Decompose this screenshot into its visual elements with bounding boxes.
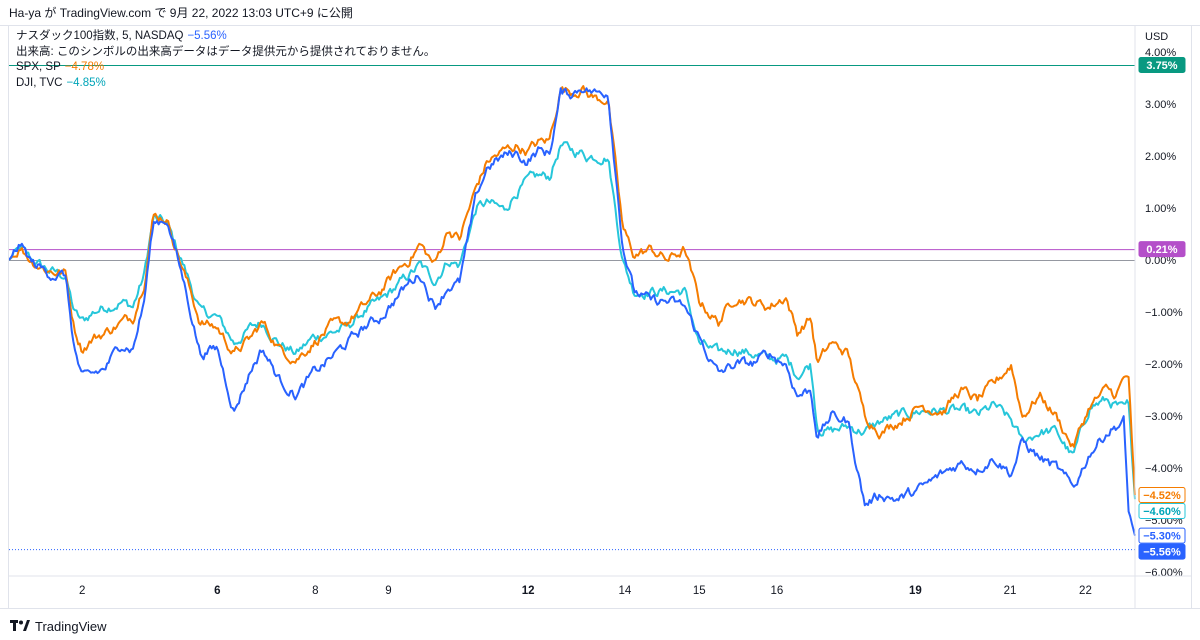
price-label-text: −4.60% (1143, 506, 1181, 518)
price-label-box (1138, 487, 1186, 504)
y-tick-label: 0.00% (1145, 255, 1176, 267)
y-tick-label: −4.00% (1145, 463, 1183, 475)
price-label-box (1138, 527, 1186, 544)
series-line-spx[interactable] (9, 85, 1136, 496)
price-labels: 3.75% 0.21% −4.52% −4.60% −5.30% −5.56% (1138, 57, 1186, 560)
horizontal-lines (9, 65, 1135, 551)
price-label-text: −5.30% (1143, 531, 1181, 543)
publish-header: Ha-ya が TradingView.com で 9月 22, 2022 13… (0, 0, 1200, 26)
price-label-box (1138, 543, 1186, 560)
y-tick-label: 2.00% (1145, 151, 1176, 163)
x-tick-label: 12 (522, 585, 535, 597)
y-tick-label: −3.00% (1145, 411, 1183, 423)
author-connector: が (44, 6, 57, 20)
tradingview-logo-icon (10, 620, 30, 631)
x-tick-label: 8 (312, 585, 318, 597)
author-name[interactable]: Ha-ya (9, 6, 42, 20)
footer: TradingView (0, 608, 1200, 640)
site-name[interactable]: TradingView.com (59, 6, 152, 20)
series-lines (9, 85, 1136, 536)
series-line-dji[interactable] (9, 141, 1136, 500)
series-line-ndx[interactable] (9, 87, 1136, 536)
y-tick-label: 3.00% (1145, 99, 1176, 111)
x-tick-label: 15 (693, 585, 706, 597)
price-axis: USD 4.00% 3.00% 2.00% 1.00% 0.00% −1.00% −2.00%… (1134, 26, 1183, 608)
x-tick-label: 22 (1079, 585, 1092, 597)
x-tick-label: 19 (909, 585, 922, 597)
chart-area[interactable]: USD 4.00% 3.00% 2.00% 1.00% 0.00% −1.00% −2.00%… (9, 26, 1191, 608)
tradingview-brand[interactable]: TradingView (10, 618, 107, 634)
time-axis: 2 6 8 9 12 14 15 16 19 21 22 (9, 575, 1191, 597)
y-tick-label: −2.00% (1145, 359, 1183, 371)
y-tick-label: −6.00% (1145, 567, 1183, 579)
chart-frame: USD 4.00% 3.00% 2.00% 1.00% 0.00% −1.00% −2.00%… (8, 26, 1192, 608)
price-label-text: 3.75% (1146, 60, 1177, 72)
price-label-box (1138, 241, 1186, 258)
x-tick-label: 2 (79, 585, 85, 597)
brand-text: TradingView (35, 618, 107, 634)
x-tick-label: 9 (385, 585, 391, 597)
y-tick-label: 1.00% (1145, 203, 1176, 215)
y-tick-label: −1.00% (1145, 307, 1183, 319)
price-label-box (1138, 503, 1186, 520)
x-tick-label: 6 (214, 585, 220, 597)
price-label-box (1138, 57, 1186, 73)
price-label-text: −4.52% (1143, 490, 1181, 502)
publish-date: で 9月 22, 2022 13:03 UTC+9 に公開 (154, 6, 353, 20)
price-label-text: −5.56% (1143, 547, 1181, 559)
x-tick-label: 16 (771, 585, 784, 597)
x-tick-label: 14 (619, 585, 632, 597)
price-axis-unit: USD (1145, 31, 1168, 43)
x-tick-label: 21 (1004, 585, 1017, 597)
price-label-text: 0.21% (1146, 244, 1177, 256)
y-tick-label: 4.00% (1145, 47, 1176, 59)
